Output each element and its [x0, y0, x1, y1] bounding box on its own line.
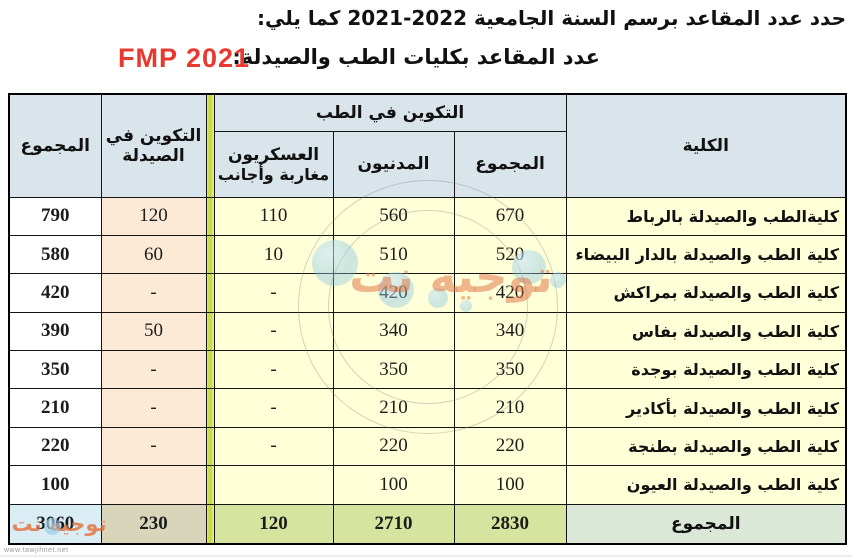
total-row: المجموع 2830 2710 120 230 3060 — [8, 503, 847, 545]
civilians-cell: 340 — [332, 311, 455, 352]
intro-text: حدد عدد المقاعد برسم السنة الجامعية 2022… — [257, 6, 846, 30]
divider-stripe-cell — [205, 388, 215, 428]
row-total-cell: 210 — [8, 388, 102, 428]
header-row-group: الكلية التكوين في الطب التكوين في الصيدل… — [8, 93, 847, 198]
total-pharmacy-cell: 230 — [100, 503, 207, 545]
military-cell: - — [213, 426, 334, 467]
table-row: كلية الطب والصيدلة بفاس 340 340 - 50 390 — [8, 311, 847, 352]
total-medicine-cell: 2830 — [453, 503, 567, 545]
row-total-cell: 790 — [8, 196, 102, 236]
medicine-total-cell: 340 — [453, 311, 567, 352]
faculty-cell: كلية الطب والصيدلة بأكادير — [565, 388, 847, 428]
military-cell: 10 — [213, 234, 334, 275]
pharmacy-cell: - — [100, 426, 207, 467]
military-cell — [213, 465, 334, 505]
military-cell: - — [213, 349, 334, 390]
medicine-total-cell: 420 — [453, 273, 567, 313]
fmp-label: FMP 2021 — [118, 43, 251, 73]
page-title: عدد المقاعد بكليات الطب والصيدلة: — [232, 45, 600, 69]
row-total-cell: 390 — [8, 311, 102, 352]
medicine-total-cell: 220 — [453, 426, 567, 467]
table-row: كلية الطب والصيدلة بوجدة 350 350 - - 350 — [8, 349, 847, 390]
military-cell: - — [213, 273, 334, 313]
faculty-cell: كلية الطب والصيدلة بوجدة — [565, 349, 847, 390]
pharmacy-cell: - — [100, 273, 207, 313]
table-row: كلية الطب والصيدلة بالدار البيضاء 520 51… — [8, 234, 847, 275]
total-military-cell: 120 — [213, 503, 334, 545]
faculty-cell: كلية الطب والصيدلة بفاس — [565, 311, 847, 352]
col-header-military-line2: مغاربة وأجانب — [217, 164, 330, 184]
civilians-cell: 100 — [332, 465, 455, 505]
faculty-cell: كلية الطب والصيدلة بالدار البيضاء — [565, 234, 847, 275]
medicine-total-cell: 670 — [453, 196, 567, 236]
divider-stripe-cell — [205, 465, 215, 505]
divider-stripe-cell — [205, 234, 215, 275]
col-header-pharmacy-line2: الصيدلة — [122, 145, 185, 166]
row-total-cell: 100 — [8, 465, 102, 505]
table-row: كلية الطب والصيدلة بأكادير 210 210 - - 2… — [8, 388, 847, 428]
col-header-medicine-group: التكوين في الطب — [213, 93, 567, 132]
table-body: كليةالطب والصيدلة بالرباط 670 560 110 12… — [8, 196, 847, 505]
military-cell: 110 — [213, 196, 334, 236]
table-row: كلية الطب والصيدلة العيون 100 100 100 — [8, 465, 847, 505]
table-row: كلية الطب والصيدلة بمراكش 420 420 - - 42… — [8, 273, 847, 313]
page-bottom-rule — [0, 555, 852, 557]
grand-total-cell: 3060 — [8, 503, 102, 545]
total-faculty-cell: المجموع — [565, 503, 847, 545]
row-total-cell: 580 — [8, 234, 102, 275]
divider-stripe-cell — [205, 273, 215, 313]
watermark-url: www.tawjihnet.net — [4, 547, 69, 554]
divider-stripe — [205, 93, 215, 198]
col-header-grand-total: المجموع — [8, 93, 102, 198]
medicine-total-cell: 100 — [453, 465, 567, 505]
col-header-civilians: المدنيون — [332, 130, 455, 198]
faculty-cell: كلية الطب والصيدلة العيون — [565, 465, 847, 505]
faculty-cell: كلية الطب والصيدلة بمراكش — [565, 273, 847, 313]
faculty-cell: كلية الطب والصيدلة بطنجة — [565, 426, 847, 467]
table-row: كلية الطب والصيدلة بطنجة 220 220 - - 220 — [8, 426, 847, 467]
pharmacy-cell: - — [100, 349, 207, 390]
divider-stripe-cell — [205, 349, 215, 390]
military-cell: - — [213, 388, 334, 428]
pharmacy-cell: 120 — [100, 196, 207, 236]
total-civilians-cell: 2710 — [332, 503, 455, 545]
table-row: كليةالطب والصيدلة بالرباط 670 560 110 12… — [8, 196, 847, 236]
pharmacy-cell — [100, 465, 207, 505]
civilians-cell: 210 — [332, 388, 455, 428]
divider-stripe-cell — [205, 311, 215, 352]
col-header-military: العسكريون مغاربة وأجانب — [213, 130, 334, 198]
col-header-pharmacy: التكوين في الصيدلة — [100, 93, 207, 198]
pharmacy-cell: 60 — [100, 234, 207, 275]
civilians-cell: 350 — [332, 349, 455, 390]
civilians-cell: 510 — [332, 234, 455, 275]
medicine-total-cell: 210 — [453, 388, 567, 428]
faculty-cell: كليةالطب والصيدلة بالرباط — [565, 196, 847, 236]
divider-stripe-cell — [205, 196, 215, 236]
military-cell: - — [213, 311, 334, 352]
seats-table: الكلية التكوين في الطب التكوين في الصيدل… — [8, 93, 848, 545]
row-total-cell: 420 — [8, 273, 102, 313]
col-header-medicine-total: المجموع — [453, 130, 567, 198]
medicine-total-cell: 350 — [453, 349, 567, 390]
civilians-cell: 220 — [332, 426, 455, 467]
pharmacy-cell: 50 — [100, 311, 207, 352]
divider-stripe-cell — [205, 426, 215, 467]
col-header-military-line1: العسكريون — [227, 144, 320, 165]
medicine-total-cell: 520 — [453, 234, 567, 275]
header-row-sub: المجموع المدنيون العسكريون مغاربة وأجانب — [9, 130, 846, 198]
col-header-pharmacy-line1: التكوين في — [105, 125, 202, 146]
civilians-cell: 560 — [332, 196, 455, 236]
col-header-faculty: الكلية — [565, 93, 847, 198]
row-total-cell: 220 — [8, 426, 102, 467]
pharmacy-cell: - — [100, 388, 207, 428]
divider-stripe-cell — [205, 503, 215, 545]
row-total-cell: 350 — [8, 349, 102, 390]
civilians-cell: 420 — [332, 273, 455, 313]
